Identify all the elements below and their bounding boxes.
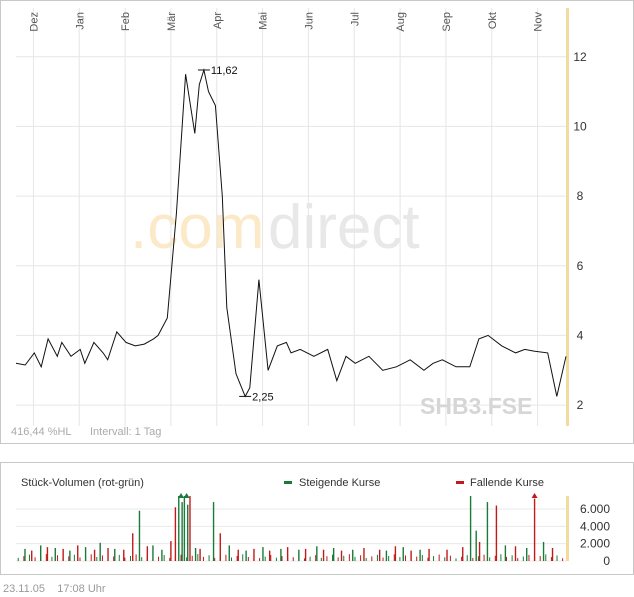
footer-date: 23.11.05 <box>3 583 46 595</box>
month-tick-label: Jan <box>74 12 86 30</box>
price-chart-panel <box>0 0 634 444</box>
scale-info: 416,44 %HL <box>11 426 72 438</box>
volume-tick-label: 2.000 <box>580 537 610 551</box>
overflow-arrow-icon <box>531 493 538 498</box>
overflow-arrow-icon <box>183 493 190 498</box>
interval-info: Intervall: 1 Tag <box>90 426 161 438</box>
watermark-text: .com <box>130 193 264 262</box>
annotation-label: 2,25 <box>252 391 273 403</box>
footer-time: 17:08 Uhr <box>57 583 106 595</box>
y-tick-label: 2 <box>577 398 584 412</box>
y-tick-label: 8 <box>577 189 584 203</box>
month-tick-label: Nov <box>533 12 545 32</box>
symbol-label: SHB3.FSE <box>420 393 532 419</box>
month-tick-label: Jun <box>303 12 315 30</box>
watermark-text-2: direct <box>268 193 420 262</box>
month-tick-label: Mär <box>166 12 178 31</box>
legend-up-label: Steigende Kurse <box>299 477 380 489</box>
month-tick-label: Okt <box>487 12 499 29</box>
legend-down-swatch <box>456 481 464 484</box>
volume-chart: Stück-Volumen (rot-grün) Steigende Kurse F… <box>16 477 610 568</box>
month-tick-label: Aug <box>395 12 407 32</box>
month-tick-label: Sep <box>441 12 453 32</box>
volume-tick-label: 4.000 <box>580 519 610 533</box>
month-tick-label: Feb <box>120 12 132 31</box>
y-tick-label: 10 <box>573 119 587 133</box>
y-tick-label: 12 <box>573 50 587 64</box>
month-tick-label: Mai <box>258 12 270 30</box>
overflow-arrow-icon <box>178 493 184 498</box>
right-axis-highlight <box>566 8 569 426</box>
y-tick-label: 6 <box>577 259 584 273</box>
volume-tick-label: 0 <box>603 554 610 568</box>
volume-tick-label: 6.000 <box>580 502 610 516</box>
volume-title: Stück-Volumen (rot-grün) <box>21 477 144 489</box>
legend-up-swatch <box>284 481 292 484</box>
legend-down-label: Fallende Kurse <box>470 477 544 489</box>
timestamp-footer: 23.11.05 17:08 Uhr <box>3 583 106 595</box>
annotation-label: 11,62 <box>211 65 238 77</box>
month-tick-label: Jul <box>349 12 361 26</box>
month-tick-label: Dez <box>28 12 40 32</box>
price-chart: .com direct Dez Jan Feb Mär Apr Mai Jun Jul Aug Sep… <box>11 8 587 438</box>
month-tick-label: Apr <box>212 12 224 29</box>
y-tick-label: 4 <box>577 328 584 342</box>
volume-axis-highlight <box>566 496 569 561</box>
